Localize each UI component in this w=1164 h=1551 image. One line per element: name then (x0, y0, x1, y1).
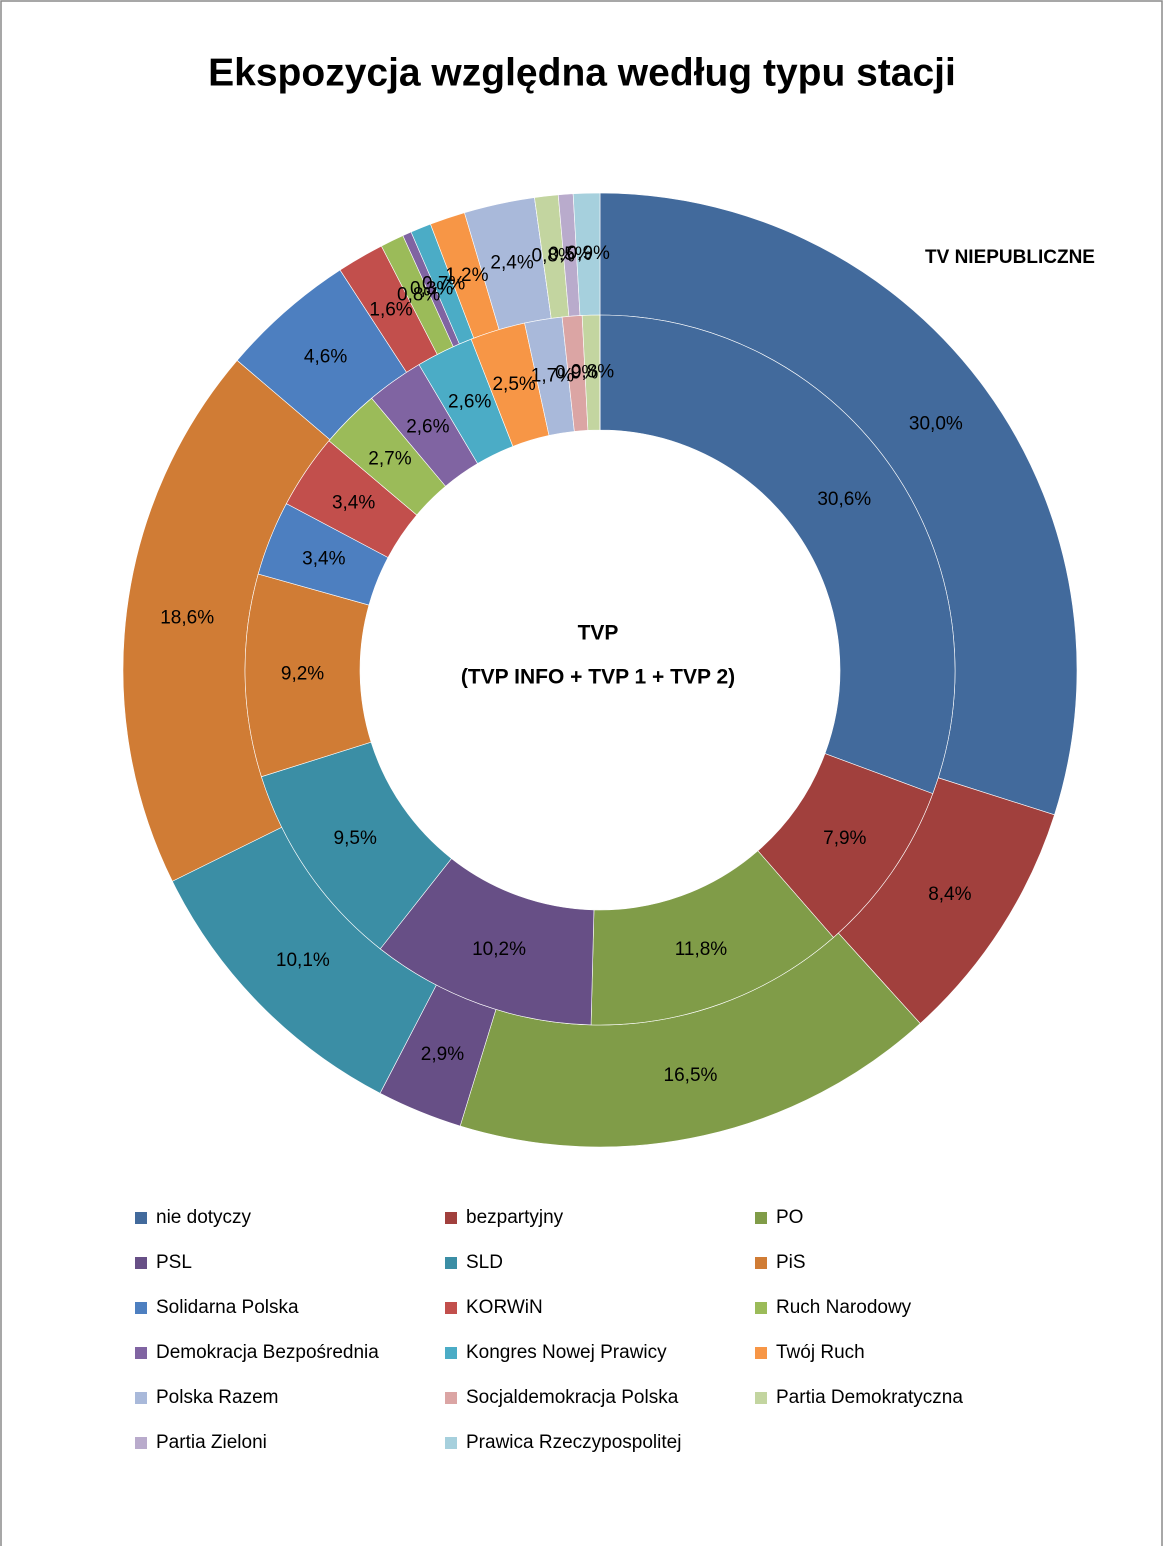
legend-label: Polska Razem (156, 1387, 279, 1408)
data-label: 2,5% (492, 374, 535, 395)
data-label: 16,5% (664, 1065, 718, 1086)
legend-label: Solidarna Polska (156, 1297, 299, 1318)
legend-label: Partia Zieloni (156, 1432, 267, 1453)
data-label: 10,1% (276, 950, 330, 971)
legend-label: KORWiN (466, 1297, 543, 1318)
data-label: 9,5% (334, 828, 377, 849)
data-label: 0,9% (567, 243, 610, 264)
legend-label: nie dotyczy (156, 1207, 252, 1228)
data-label: 10,2% (472, 939, 526, 960)
data-label: 3,4% (302, 548, 345, 569)
data-label: 2,6% (406, 416, 449, 437)
chart-title: Ekspozycja względna według typu stacji (208, 51, 956, 94)
data-label: 3,4% (332, 492, 375, 513)
ring-name: TV NIEPUBLICZNE (925, 247, 1095, 268)
legend-label: Demokracja Bezpośrednia (156, 1342, 379, 1363)
legend-label: PSL (156, 1252, 192, 1273)
data-label: 7,9% (823, 828, 866, 849)
data-label: 1,2% (445, 265, 488, 286)
data-label: 18,6% (160, 608, 214, 629)
legend-swatch (755, 1392, 767, 1404)
data-label: 2,7% (368, 448, 411, 469)
data-label: 30,6% (817, 489, 871, 510)
data-label: 0,8% (571, 362, 614, 383)
legend-swatch (445, 1212, 457, 1224)
legend-swatch (755, 1257, 767, 1269)
legend-swatch (445, 1347, 457, 1359)
legend-swatch (445, 1437, 457, 1449)
legend-swatch (135, 1392, 147, 1404)
donut-slice (599, 314, 956, 795)
data-label: 0,3% (410, 279, 453, 300)
legend-label: PO (776, 1207, 803, 1228)
data-label: 2,4% (490, 252, 533, 273)
annotation: (TVP INFO + TVP 1 + TVP 2) (461, 666, 735, 689)
legend-label: Kongres Nowej Prawicy (466, 1342, 667, 1363)
data-label: 0,5% (548, 244, 591, 265)
legend-swatch (135, 1302, 147, 1314)
data-label: 0,8% (532, 246, 575, 267)
legend-swatch (755, 1212, 767, 1224)
legend-label: PiS (776, 1252, 806, 1273)
legend-label: Twój Ruch (776, 1342, 865, 1363)
legend-swatch (135, 1437, 147, 1449)
data-label: 1,6% (369, 299, 412, 320)
legend-swatch (755, 1347, 767, 1359)
data-label: 1,7% (531, 365, 574, 386)
legend-swatch (135, 1212, 147, 1224)
legend-label: SLD (466, 1252, 503, 1273)
data-label: 11,8% (675, 939, 728, 960)
data-label: 9,2% (281, 664, 324, 685)
legend-swatch (445, 1392, 457, 1404)
legend-label: bezpartyjny (466, 1207, 564, 1228)
ring-name: TVP (578, 622, 619, 645)
legend-swatch (445, 1257, 457, 1269)
legend-swatch (445, 1302, 457, 1314)
data-label: 2,9% (421, 1044, 464, 1065)
data-label: 8,4% (928, 884, 971, 905)
data-label: 0,7% (422, 274, 465, 295)
data-label: 2,6% (448, 392, 491, 413)
legend-label: Prawica Rzeczypospolitej (466, 1432, 681, 1453)
legend-label: Socjaldemokracja Polska (466, 1387, 679, 1408)
legend-label: Partia Demokratyczna (776, 1387, 963, 1408)
data-label: 0,9% (555, 362, 598, 383)
legend-swatch (135, 1347, 147, 1359)
data-label: 4,6% (304, 346, 347, 367)
data-label: 30,0% (909, 414, 963, 435)
data-label: 0,8% (397, 285, 440, 306)
legend-swatch (135, 1257, 147, 1269)
legend-label: Ruch Narodowy (776, 1297, 912, 1318)
legend-swatch (755, 1302, 767, 1314)
